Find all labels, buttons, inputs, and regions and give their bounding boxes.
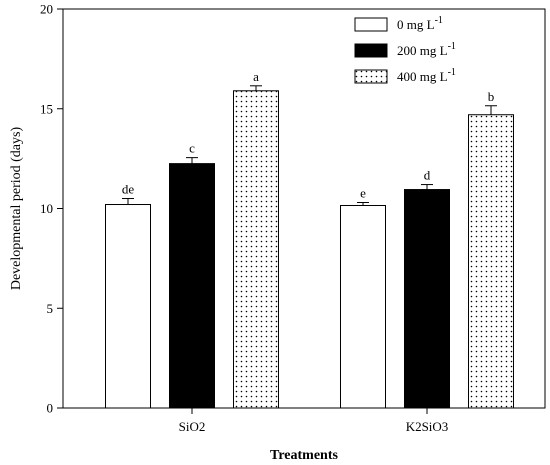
y-axis-title: Developmental period (days): [9, 127, 24, 291]
y-tick-label: 10: [40, 201, 53, 216]
bar-k2sio3-2: [468, 114, 514, 409]
y-tick-label: 5: [47, 301, 54, 316]
y-tick-label: 0: [47, 401, 54, 416]
bar-sio2-1: [169, 163, 215, 409]
legend-swatch-0: [354, 17, 388, 32]
legend-swatch-1: [354, 43, 388, 58]
legend-entry-0: 0 mg L-1: [397, 15, 443, 32]
y-tick-label: 15: [40, 101, 53, 116]
bar-k2sio3-1: [404, 189, 450, 409]
bar-sio2-2: [233, 90, 279, 409]
x-axis-title: Treatments: [270, 448, 338, 463]
significance-label: d: [424, 168, 431, 183]
significance-label: a: [253, 69, 259, 84]
significance-label: b: [488, 89, 495, 104]
significance-label: de: [122, 182, 135, 197]
x-tick-label: SiO2: [179, 419, 206, 434]
bar-k2sio3-0: [340, 205, 386, 409]
legend-entry-1: 200 mg L-1: [397, 41, 456, 58]
x-tick-label: K2SiO3: [406, 419, 449, 434]
y-tick-label: 20: [40, 2, 53, 17]
legend-entry-2: 400 mg L-1: [397, 67, 456, 84]
legend-swatch-2: [354, 69, 388, 84]
significance-label: e: [360, 186, 366, 201]
significance-label: c: [189, 141, 195, 156]
bar-sio2-0: [105, 204, 151, 409]
